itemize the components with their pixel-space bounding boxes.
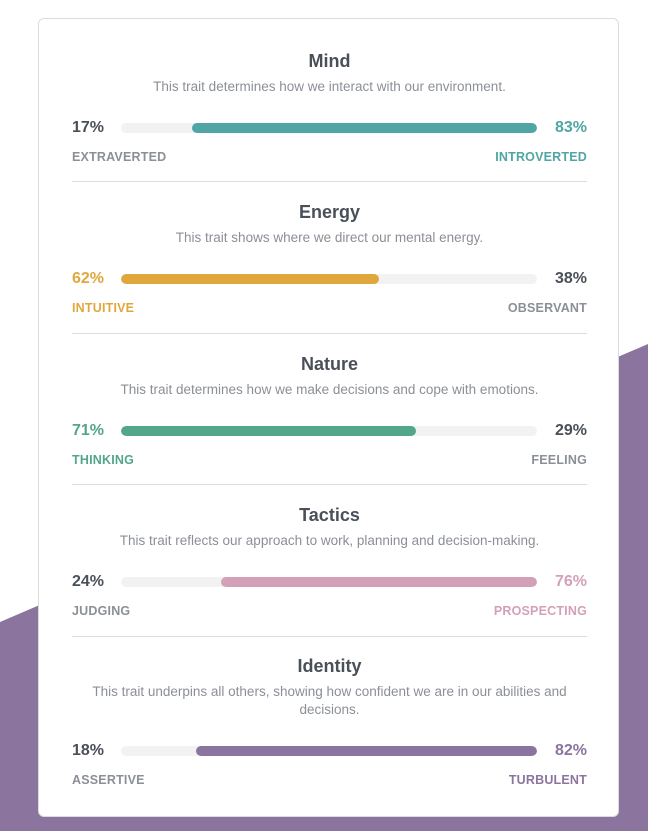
trait-title: Mind: [308, 51, 351, 71]
left-percent: 62%: [72, 270, 105, 287]
trait-labels: INTUITIVE OBSERVANT: [72, 300, 587, 316]
trait-description: This trait reflects our approach to work…: [119, 533, 540, 548]
divider: [72, 484, 587, 485]
trait-labels: JUDGING PROSPECTING: [72, 603, 587, 619]
trait-bar: [121, 123, 537, 133]
trait-bar-row: 71% 29%: [72, 420, 587, 442]
divider: [72, 181, 587, 182]
trait-bar-row: 18% 82%: [72, 740, 587, 762]
trait-description: This trait determines how we interact wi…: [153, 79, 506, 94]
divider: [72, 333, 587, 334]
left-label: JUDGING: [72, 604, 131, 618]
trait-title: Tactics: [299, 505, 360, 525]
trait-description: This trait shows where we direct our men…: [175, 230, 484, 245]
right-percent: 38%: [554, 270, 587, 287]
trait-bar-row: 24% 76%: [72, 571, 587, 593]
right-label: OBSERVANT: [507, 301, 587, 315]
trait-title: Identity: [297, 656, 362, 676]
personality-traits-card: Mind This trait determines how we intera…: [38, 18, 619, 817]
trait-bar: [121, 274, 537, 284]
trait-bar: [121, 577, 537, 587]
trait-bar-fill: [121, 426, 417, 436]
trait-labels: EXTRAVERTED INTROVERTED: [72, 149, 587, 165]
trait-title: Nature: [300, 354, 358, 374]
right-label: INTROVERTED: [495, 150, 587, 164]
trait-labels: ASSERTIVE TURBULENT: [72, 772, 587, 788]
left-percent: 17%: [72, 119, 105, 136]
right-percent: 76%: [554, 573, 587, 590]
right-label: PROSPECTING: [493, 604, 587, 618]
divider: [72, 636, 587, 637]
trait-bar-fill: [121, 274, 379, 284]
trait-bar-fill: [191, 123, 537, 133]
trait-bar: [121, 426, 537, 436]
trait-bar-row: 62% 38%: [72, 268, 587, 290]
trait-bar-fill: [195, 746, 537, 756]
right-label: TURBULENT: [508, 773, 587, 787]
right-percent: 82%: [554, 742, 587, 759]
right-percent: 29%: [554, 422, 587, 439]
left-percent: 71%: [72, 422, 105, 439]
trait-bar: [121, 746, 537, 756]
trait-bar-fill: [220, 577, 537, 587]
trait-title: Energy: [298, 202, 361, 222]
left-label: INTUITIVE: [72, 301, 135, 315]
trait-labels: THINKING FEELING: [72, 452, 587, 468]
right-percent: 83%: [554, 119, 587, 136]
left-label: ASSERTIVE: [72, 773, 145, 787]
left-label: EXTRAVERTED: [72, 150, 167, 164]
left-percent: 24%: [72, 573, 105, 590]
right-label: FEELING: [531, 453, 587, 467]
left-percent: 18%: [72, 742, 105, 759]
trait-description: This trait underpins all others, showing…: [92, 684, 567, 717]
trait-bar-row: 17% 83%: [72, 117, 587, 139]
left-label: THINKING: [72, 453, 135, 467]
trait-description: This trait determines how we make decisi…: [120, 382, 539, 397]
